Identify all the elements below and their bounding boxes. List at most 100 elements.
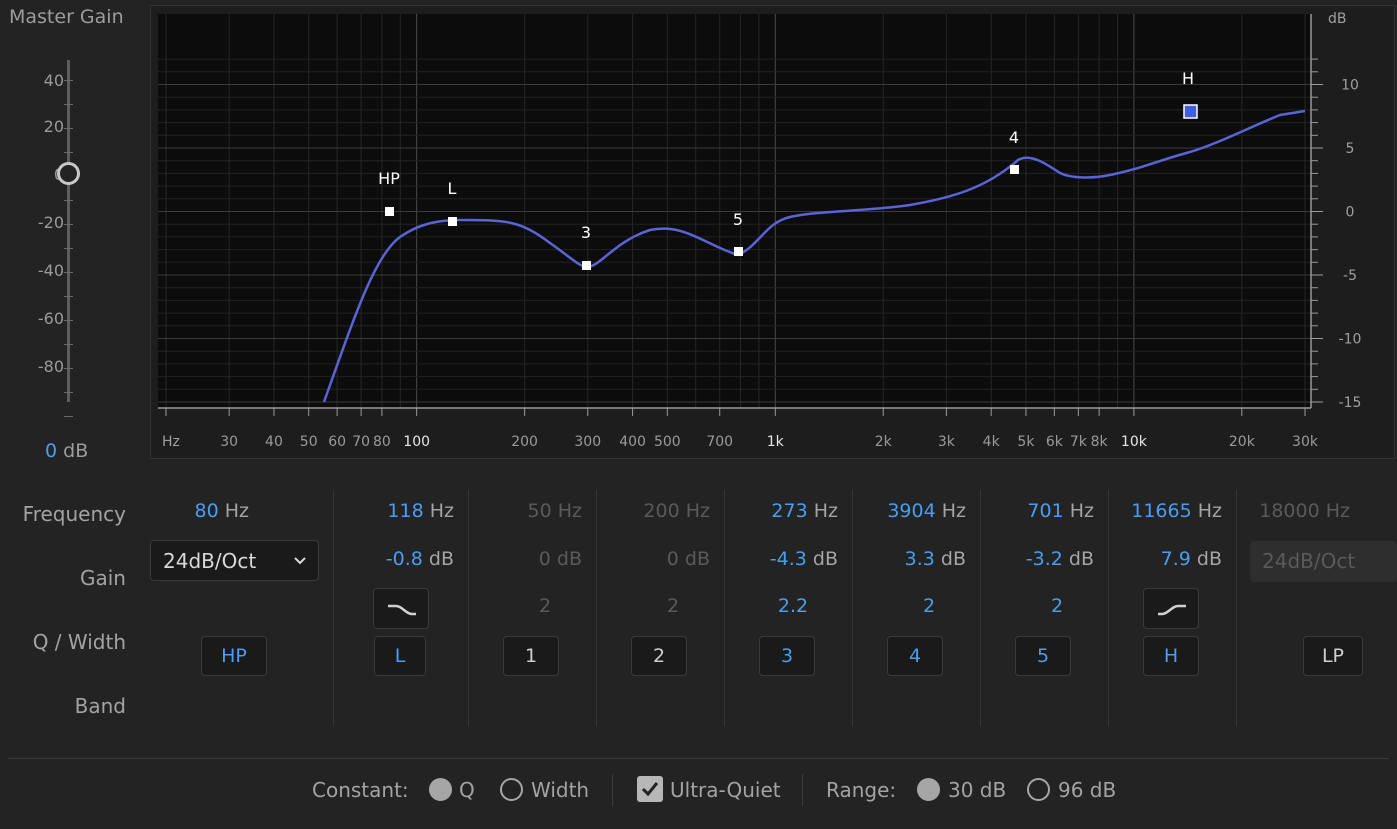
master-gain-value[interactable]: 0: [45, 440, 58, 462]
range-30db-radio[interactable]: [917, 778, 940, 801]
h-frequency[interactable]: 11665 Hz: [1097, 500, 1222, 522]
band5-gain[interactable]: -3.2 dB: [969, 548, 1094, 570]
band4-frequency-value[interactable]: 3904: [887, 500, 936, 522]
master-gain-readout[interactable]: 0 dB: [45, 440, 88, 462]
l-gain[interactable]: -0.8 dB: [329, 548, 454, 570]
constant-width-radio[interactable]: [500, 778, 523, 801]
frequency-tick-label: 100: [403, 434, 430, 450]
high-shelf-shape-button[interactable]: [1143, 588, 1199, 629]
low-shelf-shape-button[interactable]: [373, 588, 429, 629]
frequency-axis-unit: Hz: [162, 434, 180, 450]
l-frequency[interactable]: 118 Hz: [329, 500, 454, 522]
band-button-2[interactable]: 2: [631, 636, 687, 676]
band1-frequency[interactable]: 50 Hz: [457, 500, 583, 522]
constant-width-label[interactable]: Width: [531, 778, 590, 802]
column-divider: [852, 490, 853, 726]
constant-q-label[interactable]: Q: [459, 778, 475, 802]
l-frequency-value[interactable]: 118: [387, 500, 424, 522]
column-divider: [333, 490, 334, 726]
band3-gain[interactable]: -4.3 dB: [713, 548, 838, 570]
band5-gain-unit: dB: [1068, 548, 1094, 570]
band3-gain-unit: dB: [812, 548, 838, 570]
column-divider: [724, 490, 725, 726]
lp-frequency-unit: Hz: [1325, 500, 1350, 522]
band4-gain-value[interactable]: 3.3: [904, 548, 935, 570]
column-divider: [980, 490, 981, 726]
high-shelf-icon: [1158, 604, 1186, 616]
band-button-3[interactable]: 3: [759, 636, 815, 676]
band3-frequency-unit: Hz: [813, 500, 838, 522]
band-handle-4[interactable]: [1010, 165, 1019, 174]
l-gain-value[interactable]: -0.8: [385, 548, 423, 570]
frequency-tick-label: 700: [706, 434, 733, 450]
band-handle-3[interactable]: [582, 261, 591, 270]
band1-q[interactable]: 2: [538, 595, 552, 617]
band5-gain-value[interactable]: -3.2: [1025, 548, 1063, 570]
master-gain-tick: -40: [37, 261, 64, 280]
range-label: Range:: [826, 778, 897, 802]
band5-q[interactable]: 2: [1050, 595, 1064, 617]
master-gain-slider-track[interactable]: [67, 60, 70, 402]
band3-q[interactable]: 2.2: [777, 595, 809, 617]
band3-gain-value[interactable]: -4.3: [769, 548, 807, 570]
hp-slope-select[interactable]: 24dB/Oct: [150, 540, 319, 581]
lp-frequency[interactable]: 18000 Hz: [1225, 500, 1350, 522]
lp-frequency-value[interactable]: 18000: [1259, 500, 1320, 522]
constant-label: Constant:: [312, 778, 409, 802]
master-gain-minor-tick: [64, 416, 73, 417]
band1-gain-value[interactable]: 0: [538, 548, 551, 570]
constant-q-radio[interactable]: [429, 778, 452, 801]
band-handle-h[interactable]: [1183, 104, 1198, 119]
band4-gain[interactable]: 3.3 dB: [841, 548, 966, 570]
hp-frequency-value[interactable]: 80: [194, 500, 219, 522]
range-30db-label[interactable]: 30 dB: [948, 778, 1007, 802]
lp-slope-select[interactable]: 24dB/Oct: [1250, 541, 1397, 582]
ultra-quiet-label[interactable]: Ultra-Quiet: [670, 778, 781, 802]
band2-frequency-value[interactable]: 200: [643, 500, 680, 522]
band-handle-l[interactable]: [448, 217, 457, 226]
hp-frequency[interactable]: 80 Hz: [124, 500, 250, 522]
band3-frequency[interactable]: 273 Hz: [713, 500, 838, 522]
band-button-4[interactable]: 4: [887, 636, 943, 676]
frequency-tick-label: 80: [373, 434, 391, 450]
band-button-5[interactable]: 5: [1015, 636, 1071, 676]
h-frequency-value[interactable]: 11665: [1131, 500, 1192, 522]
band2-frequency[interactable]: 200 Hz: [585, 500, 710, 522]
band5-frequency-value[interactable]: 701: [1027, 500, 1064, 522]
db-axis-unit: dB: [1328, 11, 1347, 27]
band-button-l[interactable]: L: [374, 636, 426, 676]
band2-gain-value[interactable]: 0: [666, 548, 679, 570]
band1-frequency-unit: Hz: [557, 500, 582, 522]
h-gain-value[interactable]: 7.9: [1160, 548, 1191, 570]
band1-frequency-value[interactable]: 50: [527, 500, 552, 522]
eq-graph[interactable]: 30 40 50 60 70 80 100 200 300 400 500 700 1k 2k 3k 4k 5k…: [150, 5, 1395, 459]
gain-row-label: Gain: [80, 566, 126, 590]
h-gain[interactable]: 7.9 dB: [1097, 548, 1222, 570]
master-gain-tick: -60: [37, 309, 64, 328]
band-button-hp[interactable]: HP: [201, 636, 267, 676]
range-96db-radio[interactable]: [1027, 778, 1050, 801]
master-gain-tick: 40: [43, 71, 64, 90]
band1-gain[interactable]: 0 dB: [457, 548, 582, 570]
band-button-1[interactable]: 1: [503, 636, 559, 676]
band3-frequency-value[interactable]: 273: [771, 500, 808, 522]
band4-q[interactable]: 2: [922, 595, 936, 617]
master-gain-minor-tick: [64, 296, 73, 297]
frequency-tick-label: 70: [352, 434, 370, 450]
band2-gain[interactable]: 0 dB: [585, 548, 710, 570]
range-96db-label[interactable]: 96 dB: [1058, 778, 1117, 802]
band2-q[interactable]: 2: [666, 595, 680, 617]
band-handle-hp[interactable]: [385, 207, 394, 216]
master-gain-slider-knob[interactable]: [57, 162, 80, 185]
master-gain-tick: 0: [0, 165, 64, 184]
band-handle-5[interactable]: [734, 247, 743, 256]
frequency-tick-label: 5k: [1017, 434, 1035, 450]
band-row-label: Band: [74, 694, 126, 718]
band5-frequency[interactable]: 701 Hz: [969, 500, 1094, 522]
master-gain-tick: 20: [43, 117, 64, 136]
band4-frequency[interactable]: 3904 Hz: [841, 500, 966, 522]
master-gain-title: Master Gain: [9, 6, 124, 28]
band-button-h[interactable]: H: [1143, 636, 1199, 676]
band-button-lp[interactable]: LP: [1303, 636, 1363, 676]
ultra-quiet-checkbox[interactable]: [637, 776, 663, 802]
